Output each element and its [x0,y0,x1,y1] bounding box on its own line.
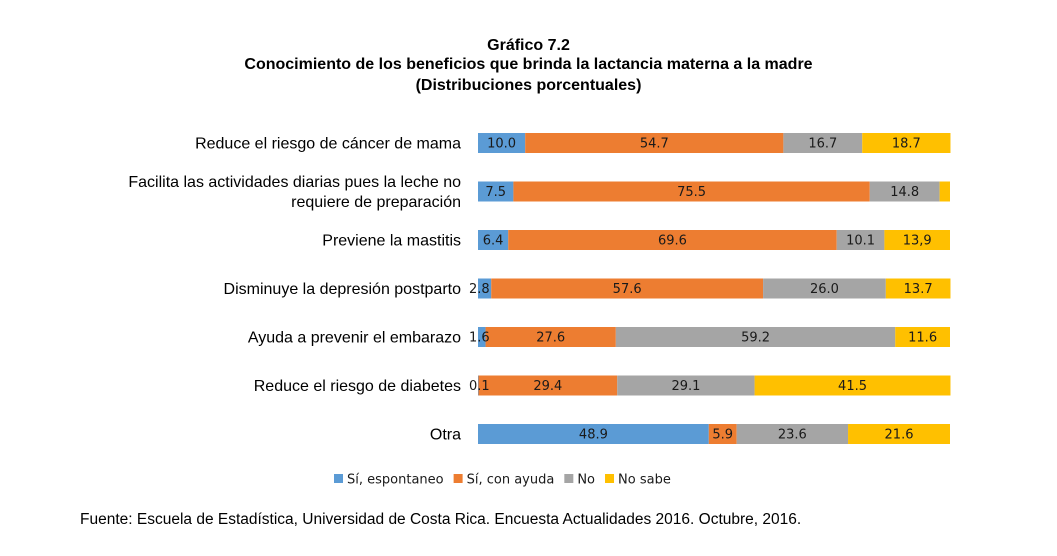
legend-swatch [453,474,463,483]
bar-segment-no-sabe [862,133,951,153]
bar-segment-s-espontaneo [478,181,514,202]
category-label: Previene la mastitis [322,233,461,250]
category-label: Reduce el riesgo de cáncer de mama [195,136,461,153]
data-label: 10.1 [846,234,875,249]
data-label: 69.6 [658,234,687,249]
data-label: 11.6 [908,331,937,346]
labels-layer: Reduce el riesgo de cáncer de mama 10.0 54… [128,136,937,444]
data-label: 16.7 [808,137,837,152]
legend-swatch [605,474,615,483]
data-label: 13,9 [903,234,932,249]
legend-swatch [564,474,574,483]
bar-segment-s-con-ayuda [525,133,784,153]
chart-title: Conocimiento de los beneficios que brind… [244,56,813,73]
data-label: 48.9 [579,428,608,443]
data-label: 57.6 [613,282,642,297]
data-label: 41.5 [838,379,867,394]
legend-label: Sí, espontaneo [347,473,444,488]
data-label: 7.5 [485,185,506,200]
category-label: Reduce el riesgo de diabetes [254,378,461,395]
bar-segment-s-espontaneo [478,424,709,444]
bar-segment-s-con-ayuda [478,375,618,396]
data-label: 0.1 [469,379,490,394]
category-label: Disminuye la depresión postparto [224,281,462,298]
bar-segment-no-sabe [895,327,950,347]
data-label: 1.6 [469,331,490,346]
data-label: 29.4 [533,379,562,394]
chart-subtitle: (Distribuciones porcentuales) [415,77,642,94]
source-note: Fuente: Escuela de Estadística, Universi… [80,511,802,528]
bar-segment-no [869,181,940,202]
data-label: 6.4 [483,234,504,249]
data-label: 18.7 [892,137,921,152]
bar-segment-s-espontaneo [478,327,486,347]
chart-number: Gráfico 7.2 [487,37,570,54]
bar-segment-s-espontaneo [478,133,526,153]
legend-label: Sí, con ayuda [467,473,555,488]
legend-label: No [577,473,595,488]
bar-segment-no-sabe [885,278,951,299]
category-label: Facilita las actividades diarias pues la… [128,174,461,211]
bar-segment-no-sabe [848,424,950,444]
data-label: 27.6 [536,331,565,346]
bar-segment-s-con-ayuda [513,181,870,202]
data-label: 10.0 [487,137,516,152]
data-label: 75.5 [677,185,706,200]
bar-segment-no-sabe [884,230,950,250]
bar-segment-no [836,230,885,250]
legend-label: No sabe [618,473,671,488]
category-label: Ayuda a prevenir el embarazo [248,330,461,347]
bar-segment-s-espontaneo [478,278,492,299]
data-label: 2.8 [469,282,490,297]
bars-layer [478,133,951,444]
data-label: 59.2 [741,331,770,346]
bar-segment-no [783,133,863,153]
bar-segment-s-espontaneo [478,230,509,250]
bar-segment-s-espontaneo [478,375,479,396]
data-label: 14.8 [890,185,919,200]
bar-segment-no [615,327,896,347]
data-label: 54.7 [640,137,669,152]
legend: Sí, espontaneo Sí, con ayuda No No sabe [334,473,671,488]
bar-segment-s-con-ayuda [491,278,764,299]
bar-segment-no [763,278,886,299]
data-label: 23.6 [778,428,807,443]
legend-swatch [334,474,343,483]
bar-segment-no-sabe [939,181,950,202]
category-label: Otra [430,427,461,444]
stacked-bar-chart: Reduce el riesgo de cáncer de mama 10.0 54… [128,133,951,488]
data-label: 21.6 [885,428,914,443]
bar-segment-s-con-ayuda [485,327,616,347]
bar-segment-no [736,424,849,444]
bar-segment-no [617,375,755,396]
data-label: 26.0 [810,282,839,297]
data-label: 29.1 [671,379,700,394]
data-label: 5.9 [712,428,733,443]
bar-segment-s-con-ayuda [708,424,737,444]
bar-segment-s-con-ayuda [508,230,837,250]
data-label: 13.7 [904,282,933,297]
bar-segment-no-sabe [754,375,951,396]
